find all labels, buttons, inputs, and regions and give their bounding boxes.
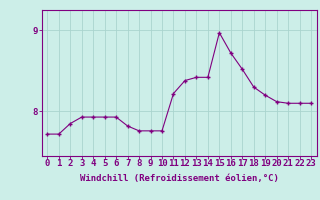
X-axis label: Windchill (Refroidissement éolien,°C): Windchill (Refroidissement éolien,°C) — [80, 174, 279, 183]
